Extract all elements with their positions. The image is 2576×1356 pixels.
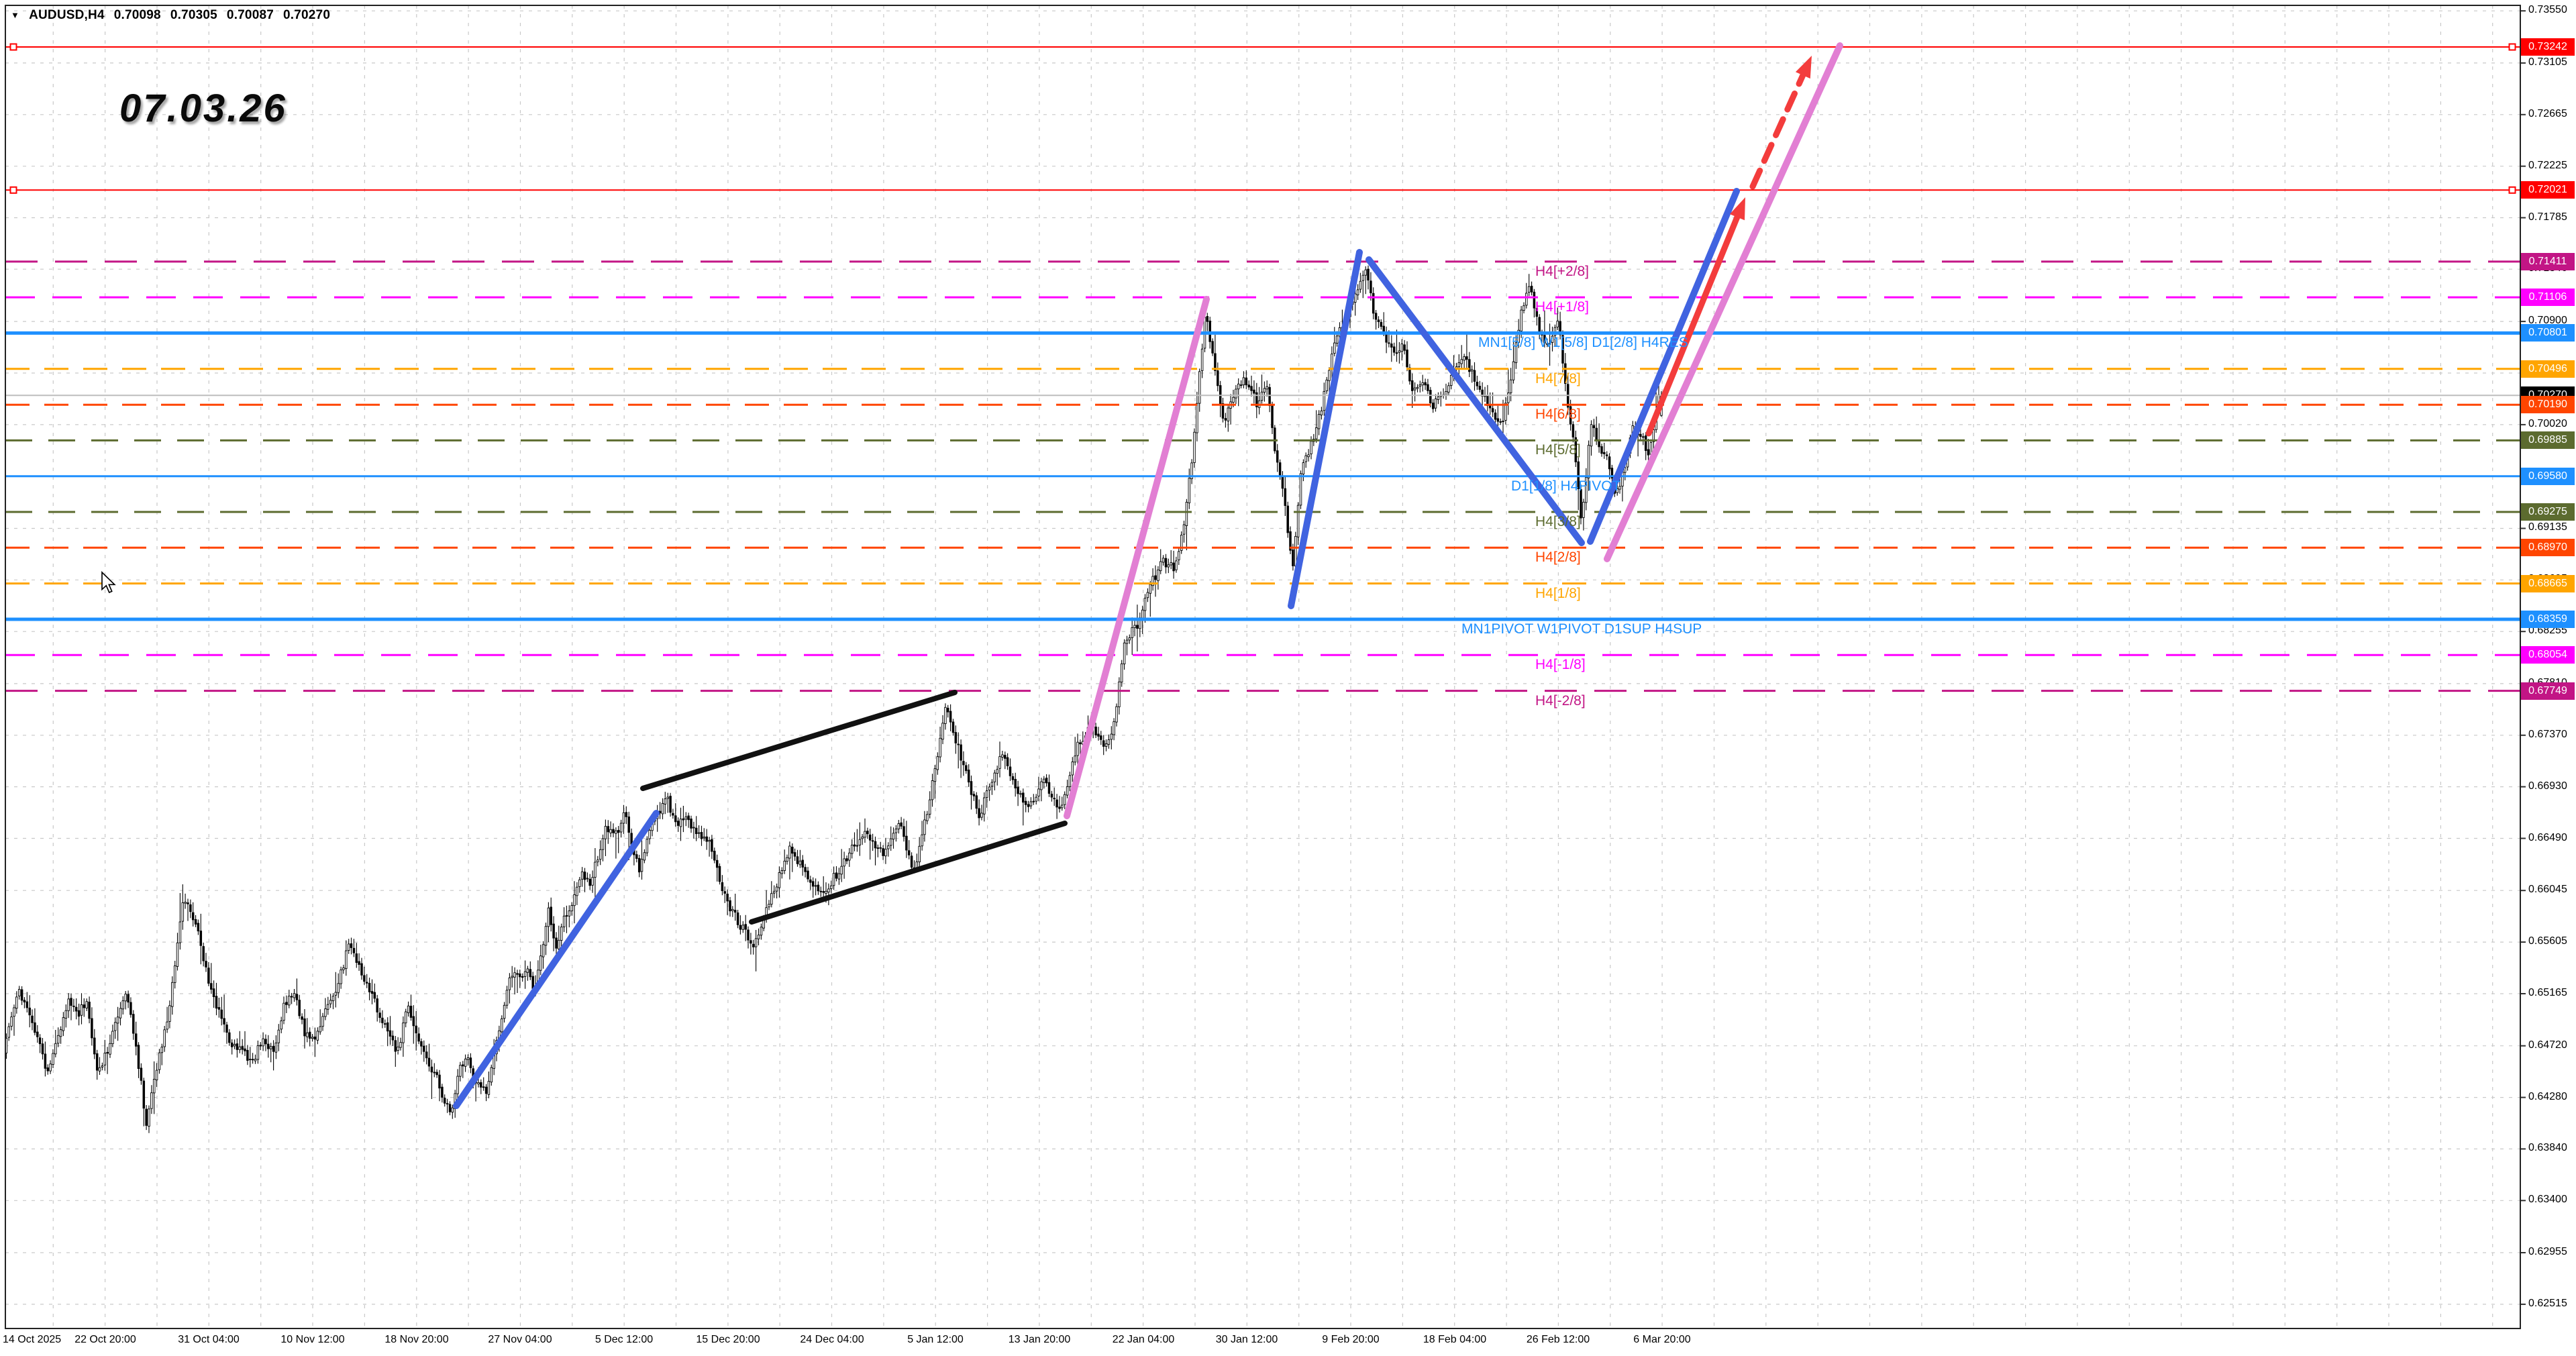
plot-border [5,5,2521,1329]
time-axis-label: 6 Mar 20:00 [1633,1334,1691,1345]
price-tag: 0.67749 [2521,682,2575,700]
pivot-label-h4-3-8-: H4[3/8] [1535,514,1581,529]
pivot-label-h4-2-8-: H4[+2/8] [1535,264,1589,279]
price-tick: 0.70020 [2528,418,2567,429]
date-annotation: 07.03.26 [119,87,287,130]
price-tick: 0.63400 [2528,1194,2567,1205]
mouse-cursor [101,571,116,594]
pivot-label-h4-2-8-: H4[-2/8] [1535,693,1586,709]
price-tag: 0.73242 [2521,38,2575,56]
symbol-dropdown-icon[interactable]: ▼ [11,9,20,20]
price-tick: 0.64280 [2528,1091,2567,1102]
price-tick: 0.70900 [2528,315,2567,326]
quote-close: 0.70270 [283,8,331,22]
pivot-label-h4-6-8-: H4[6/8] [1535,407,1581,422]
price-tick: 0.72225 [2528,160,2567,171]
price-tick: 0.67370 [2528,729,2567,740]
pink-trendlines[interactable] [1064,42,1843,819]
time-axis-label: 24 Dec 04:00 [800,1334,864,1345]
price-tick: 0.69135 [2528,521,2567,533]
pivot-label-h4-1-8-: H4[+1/8] [1535,299,1589,315]
time-axis-label: 27 Nov 04:00 [488,1334,552,1345]
channel-trendlines[interactable] [640,690,1068,925]
price-tick: 0.66045 [2528,884,2567,895]
blue-trendlines[interactable] [453,188,1740,1109]
time-axis-label: 30 Jan 12:00 [1215,1334,1278,1345]
symbol-timeframe-title: AUDUSD,H4 [29,8,105,22]
price-tag: 0.68359 [2521,611,2575,628]
pivot-label-h4-2-8-: H4[2/8] [1535,550,1581,565]
price-tick: 0.65165 [2528,987,2567,998]
price-tag: 0.68054 [2521,646,2575,664]
price-tag: 0.70496 [2521,360,2575,378]
time-axis-label: 31 Oct 04:00 [178,1334,240,1345]
price-tag: 0.71106 [2521,289,2575,306]
price-tick: 0.66490 [2528,832,2567,843]
pivot-label-d1-1-8-h4pivot: D1[1/8] H4PIVOT [1511,478,1621,494]
pivot-label-mn1pivot-w1pivot-d1sup-h4sup: MN1PIVOT W1PIVOT D1SUP H4SUP [1461,621,1702,637]
price-tick: 0.62955 [2528,1246,2567,1257]
price-tag: 0.69885 [2521,431,2575,449]
time-axis-label: 18 Feb 04:00 [1423,1334,1487,1345]
time-axis-label: 13 Jan 20:00 [1008,1334,1071,1345]
time-axis-label: 5 Jan 12:00 [907,1334,964,1345]
price-tick: 0.62515 [2528,1298,2567,1309]
time-axis-label: 15 Dec 20:00 [696,1334,760,1345]
pivot-label-h4-5-8-: H4[5/8] [1535,442,1581,458]
time-axis-label: 5 Dec 12:00 [595,1334,654,1345]
price-tag: 0.71411 [2521,253,2575,270]
price-tick: 0.71785 [2528,211,2567,223]
time-axis-label: 10 Nov 12:00 [280,1334,345,1345]
time-axis-label: 26 Feb 12:00 [1526,1334,1590,1345]
price-tick: 0.64720 [2528,1039,2567,1051]
price-tag: 0.68665 [2521,575,2575,592]
price-tick: 0.73105 [2528,56,2567,68]
red-projection-arrows[interactable] [1645,56,1812,437]
grid-lines [5,5,2520,1328]
price-tag: 0.68970 [2521,539,2575,556]
price-tag: 0.70801 [2521,324,2575,342]
price-tick: 0.72665 [2528,108,2567,119]
pivot-label-h4-1-8-: H4[1/8] [1535,586,1581,601]
pivot-label-h4-1-8-: H4[-1/8] [1535,657,1586,672]
pivot-label-h4-7-8-: H4[7/8] [1535,371,1581,386]
time-axis-label: 22 Oct 20:00 [74,1334,136,1345]
pivot-label-mn1-5-8-w1-5-8-d1-2-8-h4res: MN1[5/8] W1[5/8] D1[2/8] H4RES [1478,335,1688,350]
time-axis-label: 14 Oct 2025 [3,1334,62,1345]
price-tag: 0.72021 [2521,181,2575,199]
quote-low: 0.70087 [226,8,274,22]
price-tag: 0.69580 [2521,468,2575,485]
price-tick: 0.66930 [2528,780,2567,792]
price-tick: 0.65605 [2528,935,2567,947]
time-axis-label: 22 Jan 04:00 [1112,1334,1175,1345]
price-tick: 0.63840 [2528,1142,2567,1153]
quote-high: 0.70305 [170,8,217,22]
chart-header: ▼ AUDUSD,H4 0.70098 0.70305 0.70087 0.70… [11,8,330,23]
price-tag: 0.70190 [2521,396,2575,413]
quote-open: 0.70098 [113,8,161,22]
candlesticks [5,265,1663,1133]
time-axis-label: 18 Nov 20:00 [384,1334,449,1345]
price-tag: 0.69275 [2521,503,2575,521]
pivot-level-lines[interactable] [5,43,2520,692]
time-axis-label: 9 Feb 20:00 [1322,1334,1380,1345]
price-tick: 0.73550 [2528,4,2567,15]
